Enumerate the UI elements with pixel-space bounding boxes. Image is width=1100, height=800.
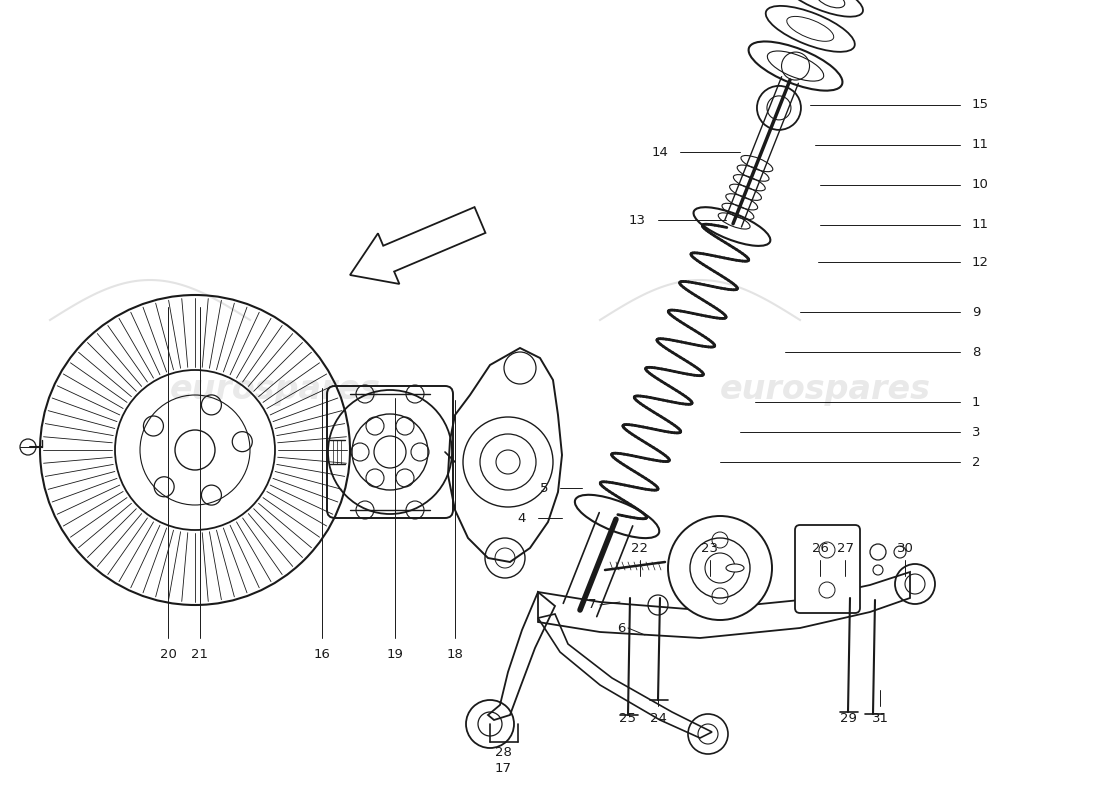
Ellipse shape [575,494,659,538]
Text: 27: 27 [836,542,854,554]
Text: 6: 6 [617,622,625,634]
Text: 19: 19 [386,649,404,662]
Text: 7: 7 [587,598,596,611]
Text: 9: 9 [972,306,980,318]
Ellipse shape [749,42,843,90]
Text: 25: 25 [619,711,637,725]
Ellipse shape [693,207,770,246]
Text: 13: 13 [629,214,646,226]
Text: 12: 12 [972,255,989,269]
Text: 11: 11 [972,138,989,151]
Text: 26: 26 [812,542,828,554]
Text: 20: 20 [160,649,176,662]
Text: 29: 29 [839,711,857,725]
Text: 24: 24 [650,711,667,725]
Text: 31: 31 [871,711,889,725]
Ellipse shape [766,6,855,52]
Circle shape [757,86,801,130]
Text: 15: 15 [972,98,989,111]
FancyBboxPatch shape [795,525,860,613]
Text: 21: 21 [191,649,209,662]
Text: 18: 18 [447,649,463,662]
Text: eurospares: eurospares [169,374,381,406]
Text: 1: 1 [972,395,980,409]
Ellipse shape [726,564,744,572]
Circle shape [690,538,750,598]
Text: 16: 16 [314,649,330,662]
Text: 23: 23 [702,542,718,554]
Text: 8: 8 [972,346,980,358]
Text: 5: 5 [539,482,548,494]
Text: 4: 4 [518,511,526,525]
Text: 28: 28 [495,746,512,758]
Text: 10: 10 [972,178,989,191]
Text: 17: 17 [495,762,512,774]
FancyArrow shape [350,207,485,284]
Text: eurospares: eurospares [719,374,931,406]
Text: 11: 11 [972,218,989,231]
Text: 22: 22 [631,542,649,554]
Text: 14: 14 [651,146,668,158]
Text: 30: 30 [896,542,913,554]
Circle shape [668,516,772,620]
Text: 3: 3 [972,426,980,438]
Ellipse shape [783,0,864,17]
Text: 2: 2 [972,455,980,469]
